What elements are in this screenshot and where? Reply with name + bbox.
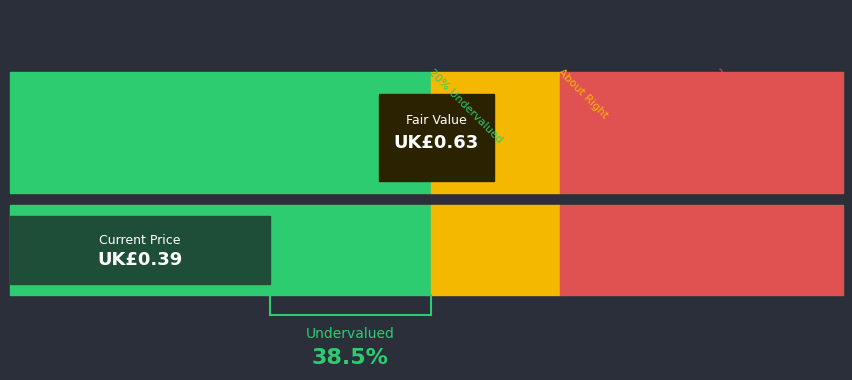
Text: 20% Undervalued: 20% Undervalued: [426, 67, 504, 145]
Text: About Right: About Right: [555, 67, 608, 121]
Text: UK£0.63: UK£0.63: [394, 133, 479, 152]
Text: 20% Overvalued: 20% Overvalued: [711, 67, 783, 140]
Text: UK£0.39: UK£0.39: [97, 251, 182, 269]
Text: Undervalued: Undervalued: [306, 327, 394, 341]
Bar: [10, 216, 270, 284]
Bar: [430, 205, 559, 295]
Bar: [378, 94, 493, 181]
Bar: [430, 72, 559, 193]
Text: Fair Value: Fair Value: [406, 114, 466, 127]
Bar: [10, 72, 430, 193]
Bar: [559, 205, 842, 295]
Text: 38.5%: 38.5%: [312, 348, 389, 368]
Bar: [10, 205, 430, 295]
Bar: [559, 72, 842, 193]
Text: Current Price: Current Price: [100, 233, 181, 247]
